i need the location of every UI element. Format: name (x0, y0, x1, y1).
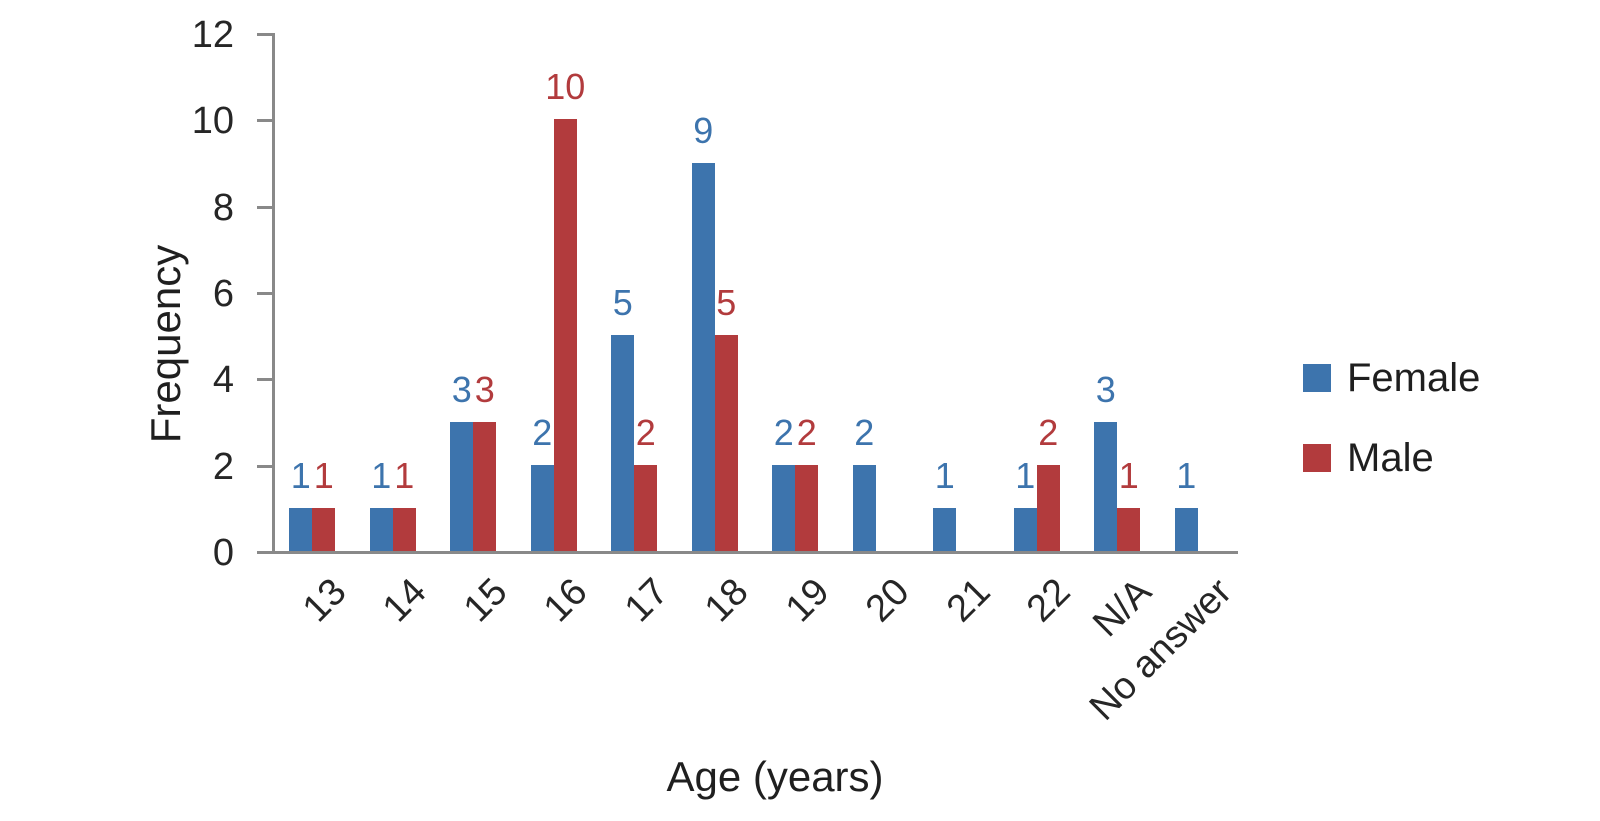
legend: Female Male (1303, 358, 1480, 518)
bar-label-male-22: 2 (1038, 411, 1059, 453)
bar-male-22 (1036, 464, 1060, 551)
bar-male-17 (634, 464, 658, 551)
female-series-swatch (1303, 364, 1331, 392)
bar-label-male-18: 5 (716, 282, 737, 324)
y-tick-8 (257, 205, 272, 209)
x-category-label-16: 16 (536, 570, 597, 631)
bar-label-male-13: 1 (313, 454, 334, 496)
bar-female-No answer (1174, 507, 1198, 551)
bar-label-female-22: 1 (1015, 454, 1036, 496)
legend-label-female: Female (1347, 356, 1481, 400)
bar-female-17 (611, 335, 635, 551)
bar-male-18 (714, 335, 738, 551)
bar-label-female-19: 2 (773, 411, 794, 453)
bar-female-14 (369, 507, 393, 551)
bar-label-female-N/A: 3 (1095, 368, 1116, 410)
bar-label-female-18: 9 (693, 109, 714, 151)
x-category-label-14: 14 (375, 570, 436, 631)
x-category-label-22: 22 (1019, 570, 1080, 631)
y-tick-0 (257, 551, 272, 554)
bar-female-20 (852, 464, 876, 551)
x-category-label-19: 19 (777, 570, 838, 631)
bar-label-female-16: 2 (532, 411, 553, 453)
y-tick-label-4: 4 (212, 359, 234, 402)
legend-item-male: Male (1303, 438, 1480, 478)
y-tick-2 (257, 464, 272, 468)
y-tick-4 (257, 378, 272, 382)
bar-label-male-N/A: 1 (1118, 454, 1139, 496)
bar-label-female-17: 5 (612, 282, 633, 324)
bar-male-N/A (1117, 507, 1141, 551)
bar-female-21 (933, 507, 957, 551)
bar-label-male-17: 2 (635, 411, 656, 453)
bar-male-15 (473, 421, 497, 551)
bar-female-18 (691, 162, 715, 551)
bar-label-male-16: 10 (545, 66, 586, 108)
bar-female-15 (450, 421, 474, 551)
bar-label-female-14: 1 (371, 454, 392, 496)
y-tick-label-10: 10 (191, 100, 234, 143)
bar-label-male-19: 2 (796, 411, 817, 453)
bar-label-female-21: 1 (934, 454, 955, 496)
y-tick-12 (257, 33, 272, 36)
bar-female-16 (530, 464, 554, 551)
x-category-label-20: 20 (858, 570, 919, 631)
y-axis-title: Frequency (142, 244, 189, 444)
x-category-label-18: 18 (697, 570, 758, 631)
bar-label-female-20: 2 (854, 411, 875, 453)
x-category-label-17: 17 (616, 570, 677, 631)
bar-male-13 (312, 507, 336, 551)
x-category-label-21: 21 (938, 570, 999, 631)
bar-label-female-15: 3 (451, 368, 472, 410)
bar-label-female-13: 1 (290, 454, 311, 496)
bar-female-19 (772, 464, 796, 551)
y-tick-6 (257, 292, 272, 295)
bar-female-13 (289, 507, 313, 551)
x-axis-title: Age (years) (666, 753, 884, 800)
x-category-label-13: 13 (294, 570, 355, 631)
bar-label-male-15: 3 (474, 368, 495, 410)
y-tick-10 (257, 119, 272, 123)
bar-male-19 (795, 464, 819, 551)
bar-male-14 (392, 507, 416, 551)
legend-item-female: Female (1303, 358, 1480, 398)
bar-female-N/A (1094, 421, 1118, 551)
y-tick-label-8: 8 (212, 186, 234, 229)
x-category-label-15: 15 (455, 570, 516, 631)
bar-female-22 (1013, 507, 1037, 551)
y-tick-label-0: 0 (212, 532, 234, 574)
y-tick-label-2: 2 (212, 445, 234, 488)
legend-label-male: Male (1347, 436, 1434, 480)
x-axis-line (272, 551, 1238, 554)
y-tick-label-6: 6 (212, 273, 234, 315)
y-axis-line (272, 33, 275, 554)
male-series-swatch (1303, 444, 1331, 472)
y-tick-label-12: 12 (191, 14, 234, 56)
bar-male-16 (553, 119, 577, 551)
bar-label-male-14: 1 (394, 454, 415, 496)
bar-label-female-No answer: 1 (1176, 454, 1197, 496)
